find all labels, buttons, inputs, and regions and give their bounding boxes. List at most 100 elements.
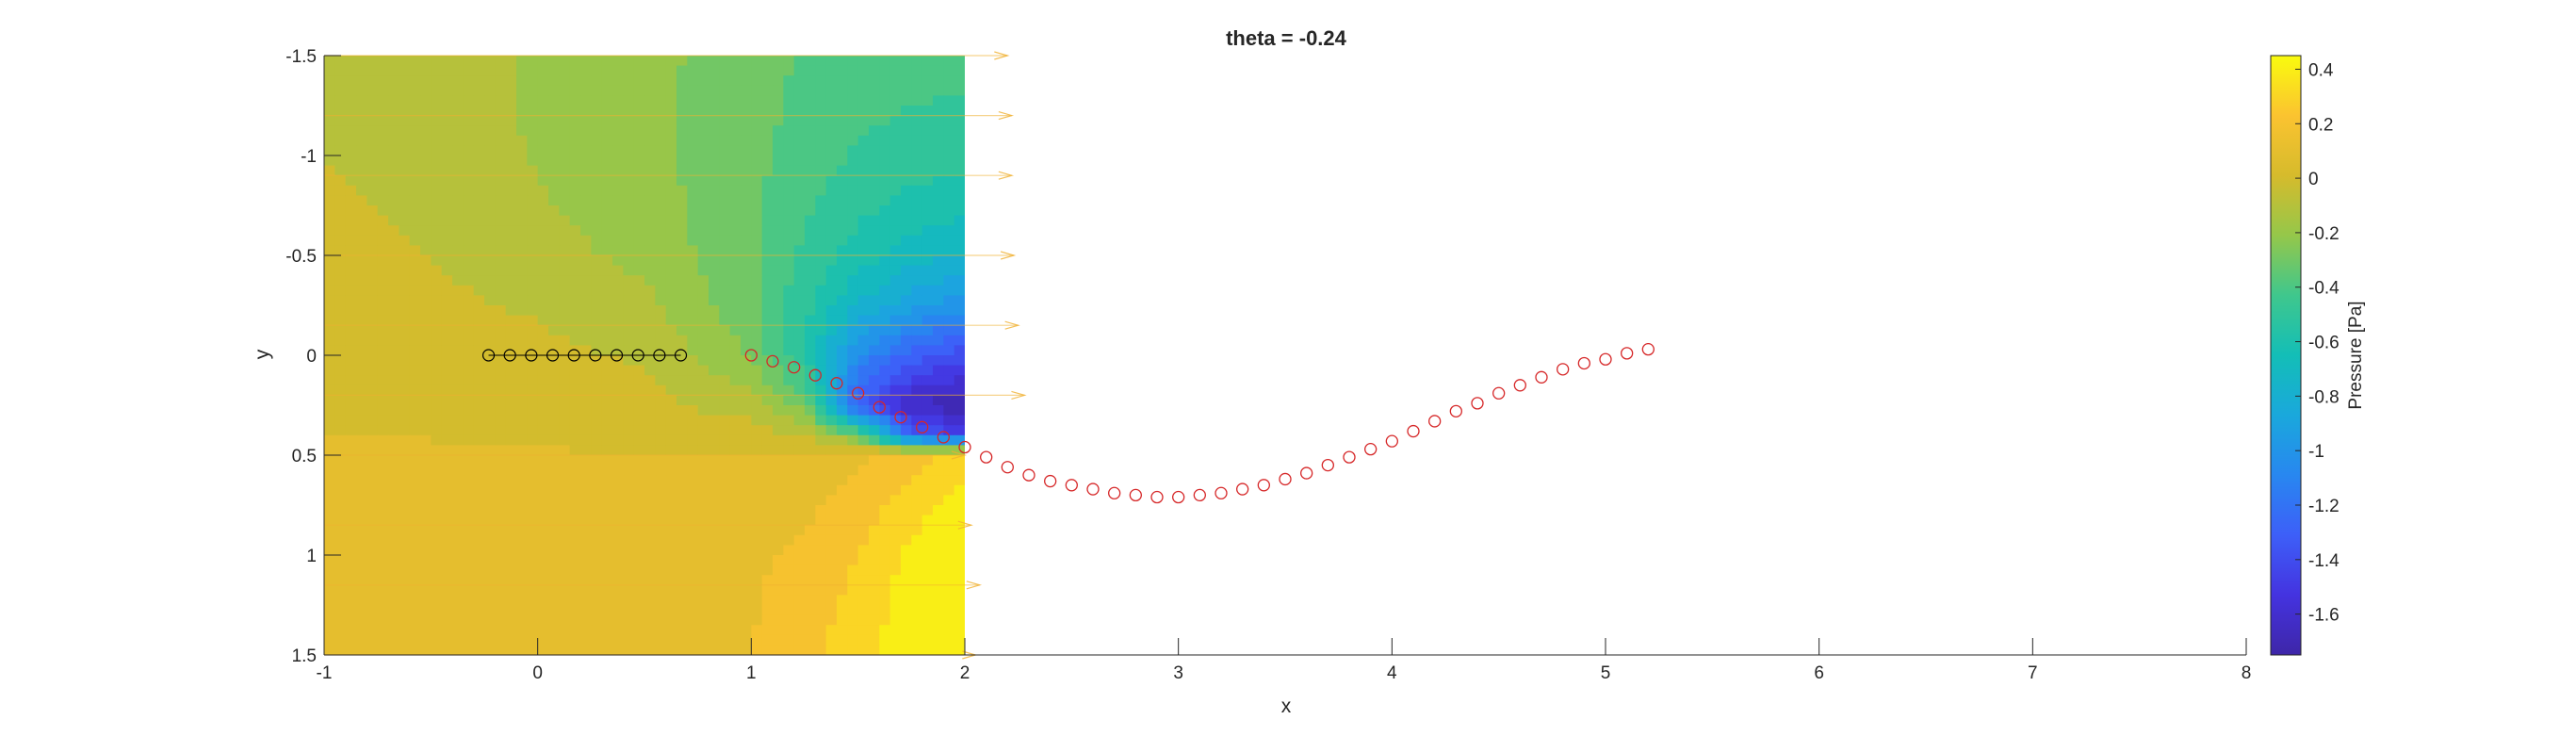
pressure-cell [367, 275, 379, 286]
pressure-cell [495, 175, 507, 187]
pressure-cell [463, 614, 475, 626]
pressure-cell [857, 634, 870, 646]
pressure-cell [933, 475, 945, 486]
pressure-cell [837, 135, 849, 147]
pressure-cell [633, 265, 645, 276]
pressure-cell [388, 365, 400, 376]
pressure-cell [665, 384, 677, 397]
pressure-cell [505, 425, 517, 436]
pressure-cell [505, 645, 517, 655]
pressure-cell [623, 56, 635, 67]
pressure-cell [431, 106, 443, 117]
pressure-cell [473, 475, 485, 486]
pressure-cell [825, 305, 838, 317]
pressure-cell [911, 285, 923, 297]
pressure-cell [847, 455, 859, 466]
pressure-cell [879, 265, 891, 276]
x-tick-label: 2 [960, 663, 970, 683]
pressure-cell [933, 345, 945, 356]
pressure-cell [933, 595, 945, 606]
pressure-cell [729, 575, 742, 586]
pressure-cell [612, 534, 625, 547]
pressure-cell [697, 95, 709, 106]
pressure-cell [623, 95, 635, 106]
pressure-cell [687, 465, 699, 476]
pressure-cell [943, 205, 955, 217]
pressure-cell [420, 515, 432, 526]
pressure-cell [815, 534, 827, 547]
pressure-cell [452, 384, 465, 397]
pressure-cell [729, 434, 742, 447]
pressure-cell [399, 275, 411, 286]
pressure-cell [601, 395, 613, 406]
pressure-cell [665, 315, 677, 326]
pressure-cell [367, 645, 379, 655]
pressure-cell [623, 295, 635, 306]
pressure-cell [815, 56, 827, 67]
pressure-cell [633, 85, 645, 97]
pressure-cell [741, 145, 753, 156]
pressure-cell [399, 645, 411, 655]
pressure-cell [367, 255, 379, 267]
pressure-cell [559, 245, 571, 256]
pressure-cell [452, 555, 465, 566]
pressure-cell [388, 145, 400, 156]
pressure-cell [857, 335, 870, 347]
pressure-cell [687, 434, 699, 447]
pressure-cell [559, 564, 571, 576]
pressure-cell [516, 595, 529, 606]
pressure-cell [559, 235, 571, 247]
pressure-cell [441, 145, 453, 156]
pressure-cell [921, 205, 934, 217]
pressure-cell [591, 75, 603, 87]
pressure-cell [420, 215, 432, 226]
pressure-cell [612, 545, 625, 556]
pressure-cell [815, 295, 827, 306]
pressure-cell [399, 584, 411, 597]
pressure-cell [665, 325, 677, 336]
pressure-cell [783, 275, 795, 286]
pressure-cell [805, 525, 817, 536]
pressure-cell [495, 305, 507, 317]
pressure-cell [367, 65, 379, 76]
x-tick-label: 5 [1601, 663, 1611, 683]
pressure-cell [527, 275, 539, 286]
pressure-cell [665, 95, 677, 106]
pressure-cell [473, 484, 485, 497]
pressure-cell [591, 95, 603, 106]
pressure-cell [516, 106, 529, 117]
pressure-cell [409, 255, 421, 267]
pressure-cell [441, 56, 453, 67]
pressure-cell [623, 634, 635, 646]
pressure-cell [324, 355, 336, 367]
pressure-cell [356, 495, 368, 506]
pressure-cell [869, 125, 881, 137]
pressure-cell [431, 205, 443, 217]
pressure-cell [580, 534, 593, 547]
pressure-cell [815, 515, 827, 526]
pressure-cell [420, 534, 432, 547]
pressure-cell [452, 465, 465, 476]
pressure-cell [805, 285, 817, 297]
pressure-cell [623, 564, 635, 576]
pressure-cell [367, 145, 379, 156]
pressure-cell [729, 175, 742, 187]
pressure-cell [324, 605, 336, 616]
pressure-cell [569, 505, 581, 516]
pressure-cell [943, 215, 955, 226]
pressure-cell [761, 555, 774, 566]
pressure-cell [505, 584, 517, 597]
pressure-cell [431, 634, 443, 646]
pressure-cell [655, 65, 667, 76]
pressure-cell [399, 56, 411, 67]
pressure-cell [719, 235, 731, 247]
pressure-cell [399, 384, 411, 397]
pressure-cell [431, 275, 443, 286]
pressure-cell [879, 135, 891, 147]
pressure-cell [933, 275, 945, 286]
pressure-cell [601, 235, 613, 247]
pressure-cell [793, 445, 806, 456]
pressure-cell [473, 155, 485, 167]
pressure-cell [665, 434, 677, 447]
pressure-cell [687, 175, 699, 187]
